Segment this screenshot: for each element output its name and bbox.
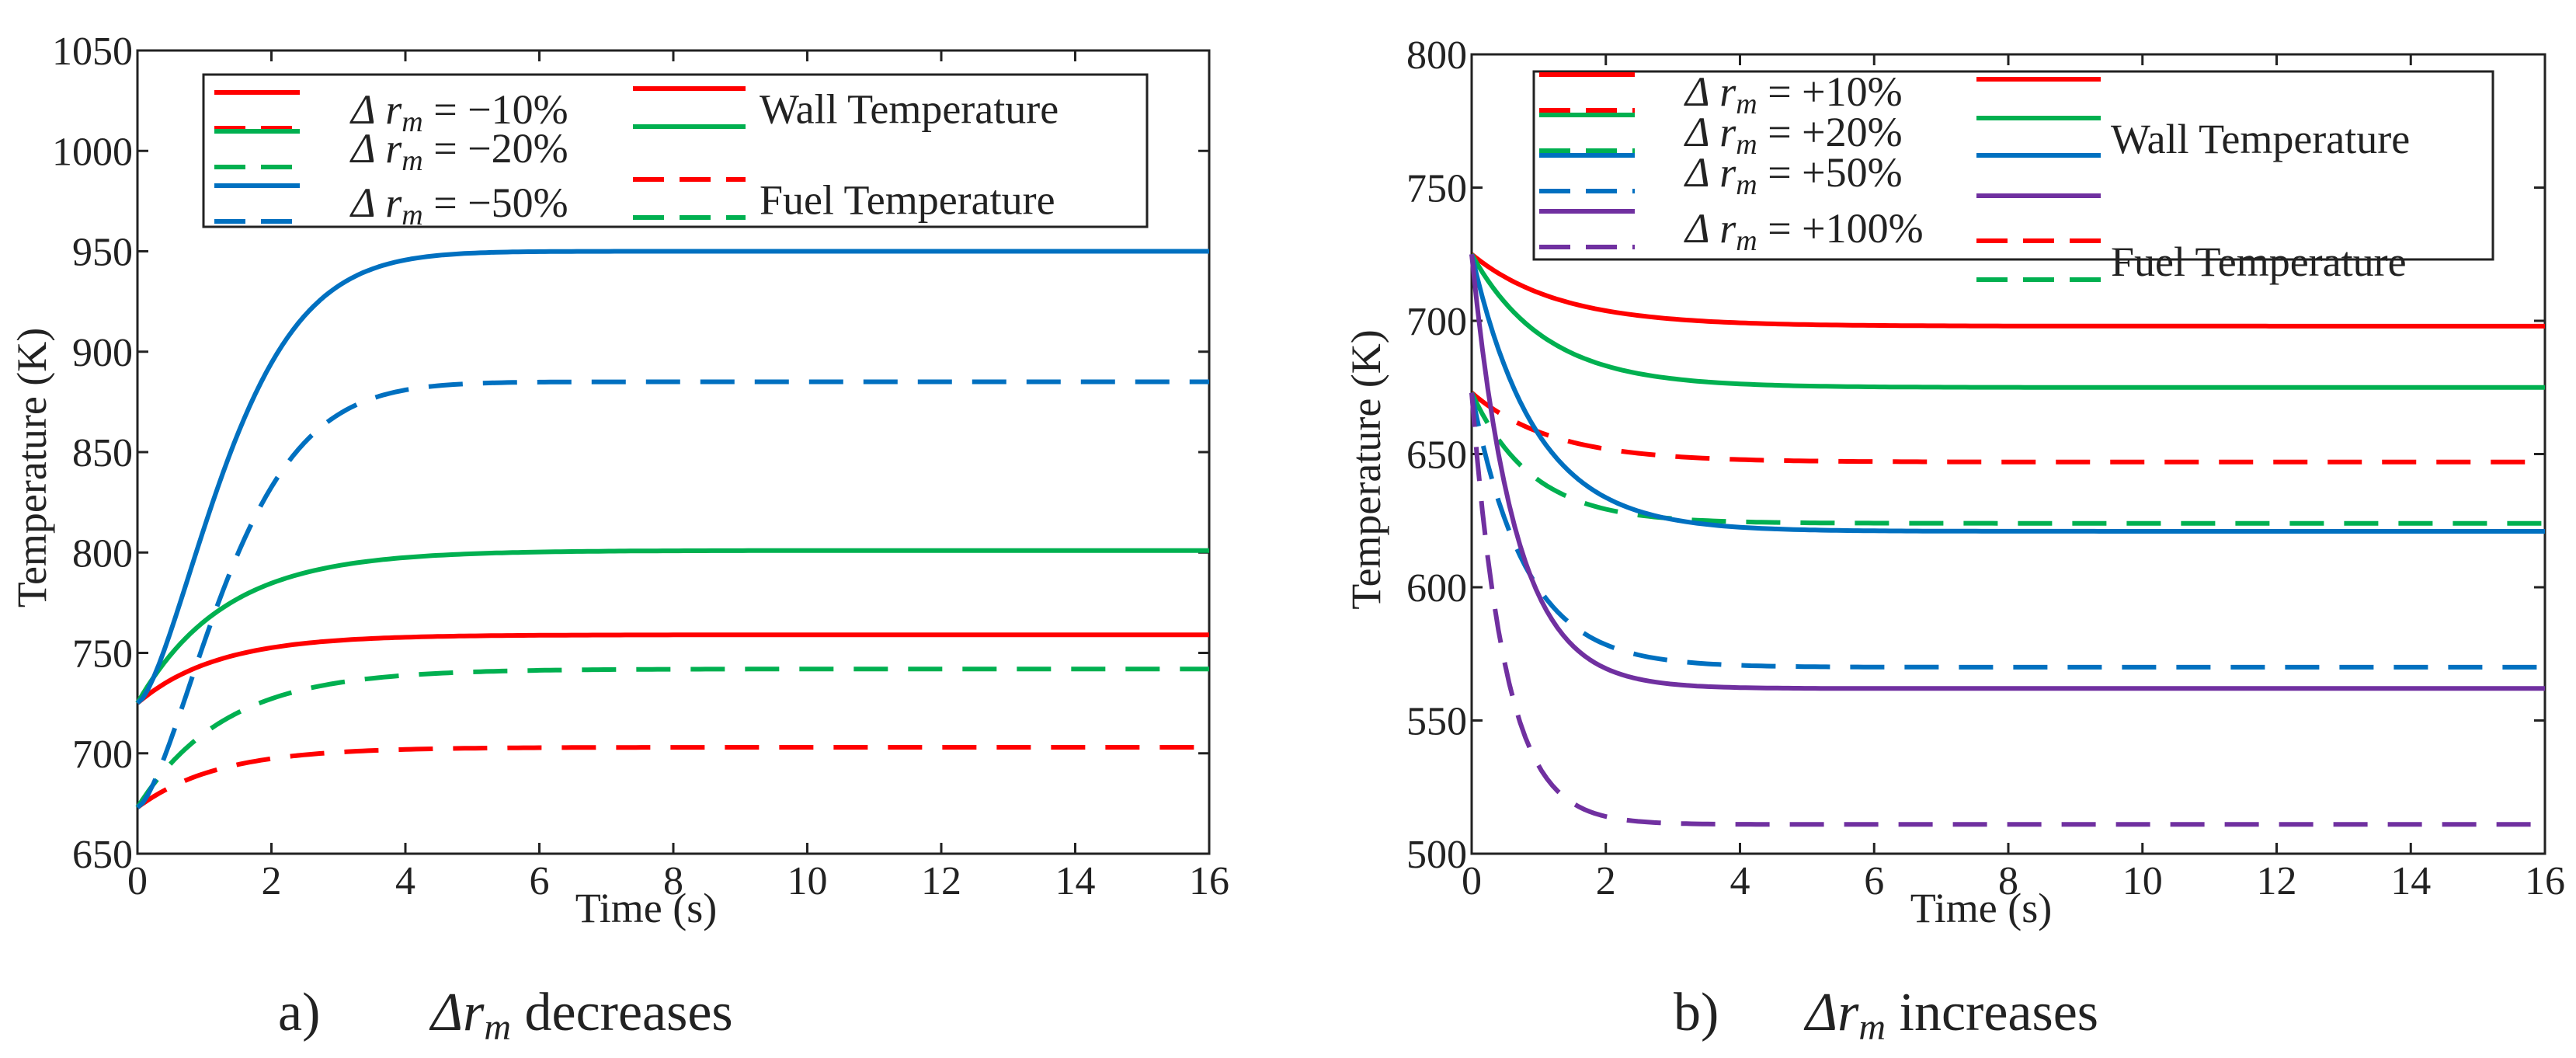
x-tick-label: 12 — [2257, 859, 2297, 903]
x-tick-label: 4 — [1730, 859, 1750, 903]
y-tick-label: 750 — [1406, 167, 1467, 211]
series-line-4 — [1469, 392, 2545, 526]
series-line-2 — [1470, 391, 2545, 465]
series-line-1 — [1470, 252, 2545, 329]
x-tick-label: 8 — [663, 859, 683, 903]
y-tick-label: 500 — [1406, 833, 1467, 877]
x-tick-label: 16 — [2525, 859, 2565, 903]
series-line-3 — [1469, 252, 2545, 390]
x-axis-label: Time (s) — [1910, 885, 2053, 931]
x-tick-label: 6 — [1864, 859, 1884, 903]
x-tick-label: 12 — [921, 859, 961, 903]
legend-fuel-label: Fuel Temperature — [2111, 238, 2407, 285]
x-tick-label: 0 — [127, 859, 148, 903]
legend-box — [1532, 70, 2494, 261]
x-tick-label: 10 — [2122, 859, 2163, 903]
y-tick-label: 850 — [72, 431, 133, 475]
y-tick-label: 800 — [1406, 33, 1467, 78]
legend-label: Δ rm = +100% — [1684, 205, 1924, 257]
series-line-6 — [136, 379, 1209, 809]
series-line-5 — [1469, 253, 2545, 534]
series-line-1 — [136, 632, 1209, 705]
y-tick-label: 650 — [72, 833, 133, 877]
x-tick-label: 4 — [395, 859, 415, 903]
y-tick-label: 900 — [72, 331, 133, 375]
y-tick-label: 650 — [1406, 433, 1467, 478]
series-line-7 — [1469, 253, 2545, 691]
legend-fuel-label: Fuel Temperature — [760, 177, 1055, 224]
y-tick-label: 700 — [72, 733, 133, 777]
y-tick-label: 1000 — [52, 130, 133, 174]
legend-label: Δ rm = +10% — [1684, 68, 1903, 120]
x-tick-label: 14 — [2390, 859, 2431, 903]
legend-wall-label: Wall Temperature — [2111, 116, 2410, 162]
panel-caption: b) Δrm increases — [1674, 983, 2098, 1048]
y-tick-label: 700 — [1406, 300, 1467, 344]
x-axis-label: Time (s) — [575, 885, 718, 931]
legend-label: Δ rm = +50% — [1684, 149, 1903, 201]
y-tick-label: 950 — [72, 231, 133, 275]
legend-label: Δ rm = −10% — [349, 86, 568, 138]
x-tick-label: 6 — [530, 859, 550, 903]
x-tick-label: 2 — [1596, 859, 1616, 903]
legend-wall-label: Wall Temperature — [760, 86, 1059, 133]
y-tick-label: 1050 — [52, 30, 133, 74]
series-line-8 — [1469, 392, 2545, 827]
series-line-5 — [135, 249, 1209, 705]
y-axis-label: Temperature (K) — [1343, 329, 1389, 610]
legend-box — [202, 73, 1149, 228]
series-line-4 — [135, 666, 1209, 809]
y-tick-label: 750 — [72, 632, 133, 677]
series-line-6 — [1469, 392, 2545, 670]
chart-panel-a: 0 2 4 6 8 10 12 14 16 650 700 750 800 850 900 950 1000 10… — [9, 30, 1229, 1048]
y-axis-label: Temperature (K) — [9, 328, 55, 608]
series-line-2 — [136, 745, 1209, 809]
x-tick-label: 2 — [262, 859, 282, 903]
legend-label: Δ rm = −50% — [349, 179, 568, 231]
legend-label: Δ rm = +20% — [1684, 109, 1903, 161]
chart-panel-b: 0 2 4 6 8 10 12 14 16 500 550 600 650 700 750 800 Time (… — [1343, 33, 2565, 1048]
x-tick-label: 14 — [1055, 859, 1096, 903]
y-tick-label: 550 — [1406, 700, 1467, 744]
series-line-3 — [135, 548, 1209, 705]
y-tick-label: 600 — [1406, 566, 1467, 611]
legend-label: Δ rm = −20% — [349, 125, 568, 177]
x-tick-label: 10 — [787, 859, 828, 903]
x-tick-label: 8 — [1998, 859, 2018, 903]
x-tick-label: 0 — [1462, 859, 1482, 903]
x-tick-label: 16 — [1189, 859, 1229, 903]
panel-caption: a) Δrm decreases — [278, 983, 733, 1048]
y-tick-label: 800 — [72, 531, 133, 576]
